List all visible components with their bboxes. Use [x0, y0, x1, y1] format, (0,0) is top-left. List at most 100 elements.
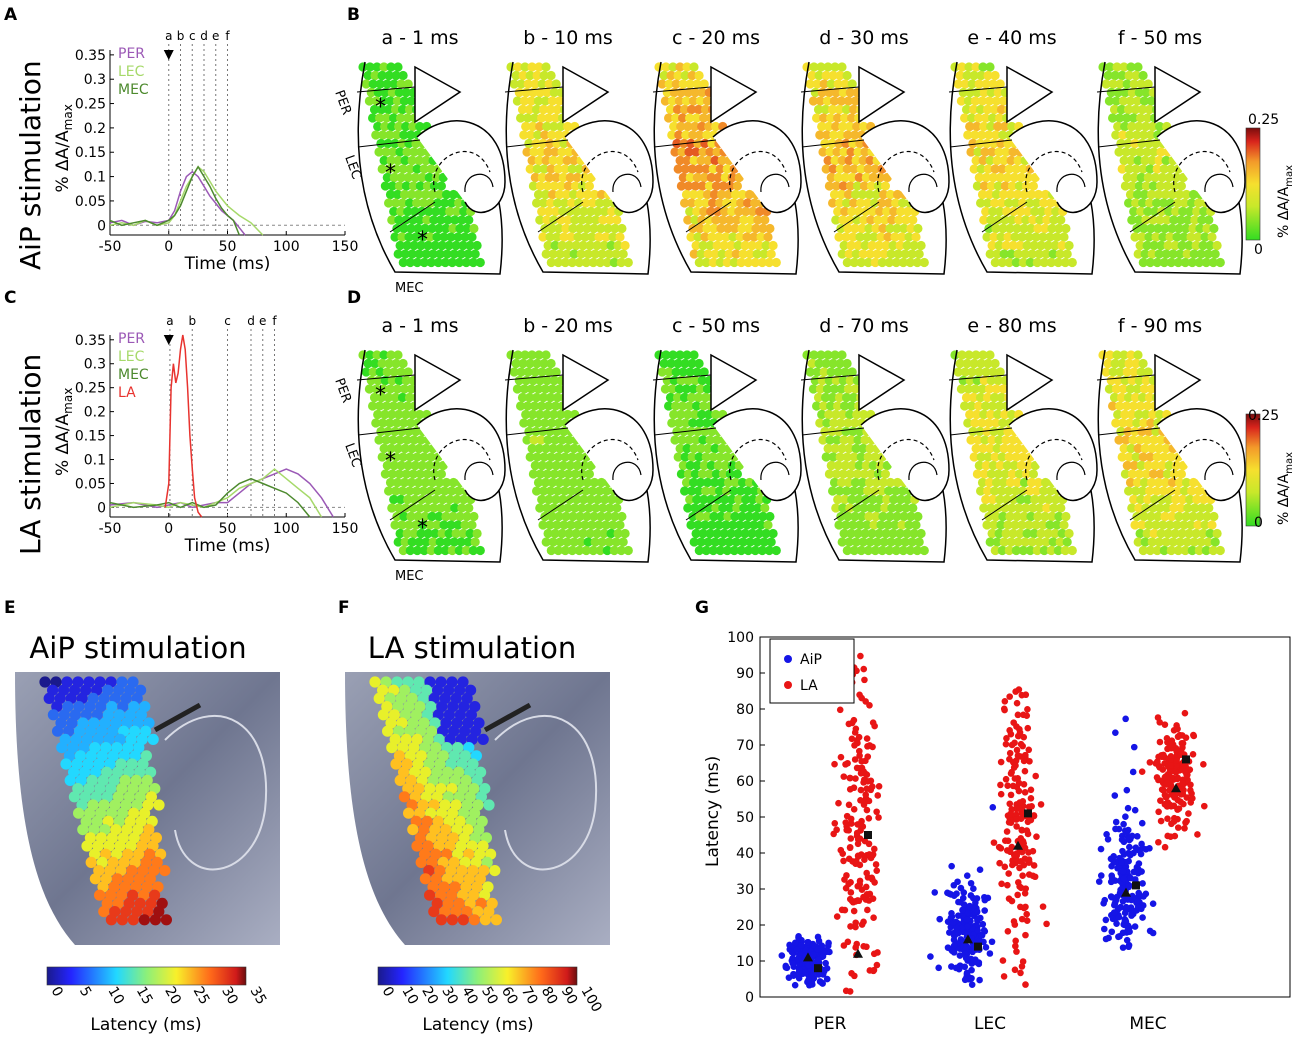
activity-pixel — [838, 409, 848, 420]
activity-pixel — [413, 189, 424, 200]
activity-pixel — [1143, 206, 1153, 217]
activity-pixel — [715, 486, 725, 496]
activity-pixel — [833, 401, 843, 411]
data-point-la — [831, 760, 838, 768]
data-point-la — [868, 783, 876, 790]
activity-pixel — [410, 172, 420, 183]
activity-pixel — [969, 358, 979, 369]
data-point-la — [864, 906, 871, 914]
data-point-la — [838, 906, 846, 914]
activity-pixel — [685, 113, 695, 123]
hippocampus-outline — [564, 120, 654, 213]
activity-pixel — [962, 358, 972, 369]
activity-pixel — [401, 469, 411, 479]
data-point-aip — [948, 909, 955, 917]
data-point-la — [1018, 915, 1026, 923]
latency-pixel — [398, 791, 410, 803]
activity-pixel — [370, 70, 380, 81]
activity-pixel — [1204, 215, 1214, 225]
activity-pixel — [831, 503, 841, 513]
activity-pixel — [1207, 520, 1217, 530]
activity-pixel — [554, 96, 565, 106]
activity-pixel — [748, 206, 758, 217]
activity-pixel — [885, 223, 895, 234]
activity-pixel — [426, 452, 436, 462]
activity-pixel — [548, 155, 558, 166]
activity-pixel — [422, 181, 432, 191]
colorbar-b-min: 0 — [1254, 242, 1263, 258]
activity-pixel — [1136, 401, 1146, 411]
activity-pixel — [526, 96, 537, 106]
activity-pixel — [1167, 223, 1177, 234]
activity-pixel — [816, 350, 826, 360]
activity-pixel — [717, 537, 727, 547]
data-point-aip — [1107, 878, 1115, 886]
activity-pixel — [1173, 486, 1183, 496]
activity-pixel — [839, 435, 849, 445]
activity-pixel — [419, 198, 429, 208]
activity-pixel — [1165, 232, 1175, 242]
activity-pixel — [1053, 545, 1063, 556]
activity-pixel — [576, 249, 586, 259]
data-point-la — [1008, 741, 1016, 749]
activity-pixel — [1171, 206, 1181, 217]
data-point-la — [846, 988, 854, 995]
activity-pixel — [870, 198, 880, 208]
activity-pixel — [539, 486, 549, 496]
median-marker-la — [1182, 755, 1190, 764]
panel-label-c: C — [4, 288, 16, 308]
activity-pixel — [899, 511, 909, 522]
activity-pixel — [912, 545, 922, 556]
activity-pixel — [847, 79, 857, 89]
activity-pixel — [684, 147, 694, 157]
activity-pixel — [1199, 494, 1209, 505]
boundary-line — [948, 374, 1008, 381]
amygdala-outline — [1006, 353, 1054, 412]
latency-map-la — [345, 672, 610, 945]
activity-pixel — [976, 358, 986, 369]
amygdala-outline — [710, 65, 758, 124]
colorbar-d-max: 0.25 — [1248, 408, 1279, 424]
activity-pixel — [880, 503, 890, 513]
activity-pixel — [457, 503, 467, 513]
data-point-aip — [936, 915, 944, 923]
data-point-la — [1009, 782, 1017, 790]
activity-pixel — [587, 232, 597, 242]
activity-pixel — [397, 426, 407, 437]
data-point-la — [1017, 740, 1025, 748]
data-point-aip — [989, 804, 997, 811]
activity-pixel — [823, 443, 833, 454]
activity-pixel — [397, 520, 407, 530]
activity-pixel — [601, 520, 611, 530]
activity-pixel — [742, 232, 752, 242]
colorbar-b-max: 0.25 — [1248, 112, 1279, 128]
data-point-la — [1156, 738, 1164, 746]
activity-pixel — [852, 121, 862, 132]
data-point-la — [1179, 779, 1187, 787]
activity-pixel — [892, 477, 903, 488]
activity-pixel — [841, 138, 851, 149]
activity-pixel — [605, 503, 615, 513]
activity-pixel — [574, 257, 584, 268]
activity-pixel — [732, 469, 743, 479]
activity-pixel — [687, 486, 697, 496]
data-point-la — [1184, 776, 1191, 784]
activity-pixel — [743, 257, 753, 268]
data-point-aip — [778, 952, 786, 959]
activity-pixel — [1124, 70, 1134, 81]
activity-pixel — [446, 232, 456, 242]
activity-pixel — [974, 113, 984, 123]
activity-pixel — [694, 198, 704, 208]
boundary-line — [357, 139, 421, 148]
data-point-la — [850, 907, 858, 915]
activity-pixel — [376, 104, 387, 115]
activity-pixel — [436, 181, 446, 191]
activity-pixel — [995, 172, 1005, 183]
activity-pixel — [715, 164, 725, 174]
frame-title: c - 50 ms — [672, 315, 760, 337]
activity-pixel — [821, 358, 831, 369]
data-point-la — [1174, 824, 1182, 831]
data-point-la — [1187, 781, 1194, 789]
activity-pixel — [532, 358, 542, 369]
latency-pixel — [60, 758, 72, 770]
